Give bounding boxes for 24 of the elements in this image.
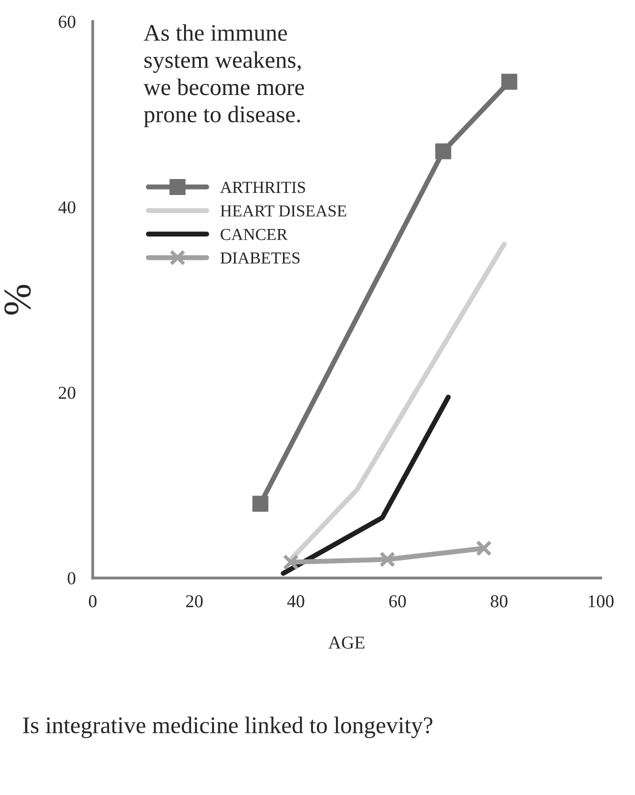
y-tick-label: 0 — [68, 572, 76, 584]
point — [476, 540, 492, 556]
x-tick-label: 80 — [490, 595, 508, 608]
y-tick-label: 20 — [58, 386, 76, 399]
point — [282, 554, 299, 570]
legend-label: ARTHRITIS — [220, 182, 306, 193]
y-axis-title: % — [4, 284, 31, 315]
legend-label: CANCER — [220, 228, 288, 240]
y-tick-label: 40 — [58, 201, 76, 214]
x-tick-label: 60 — [389, 595, 406, 608]
point — [435, 143, 452, 160]
point — [379, 551, 396, 568]
point — [501, 74, 518, 90]
x-tick-label: 0 — [88, 595, 97, 608]
legend-label: DIABETES — [220, 252, 300, 264]
x-tick-label: 100 — [588, 595, 614, 608]
y-tick-label: 60 — [58, 16, 76, 28]
x-tick-label: 40 — [287, 595, 304, 608]
x-axis-title: AGE — [328, 636, 364, 649]
legend-label: HEART DISEASE — [220, 205, 346, 217]
point — [252, 496, 268, 512]
annotation: As the immune system weakens, we become more prone to disease. — [144, 24, 304, 128]
text: Is integrative medicine linked to longevity? — [23, 716, 432, 738]
x-tick-label: 20 — [186, 595, 203, 608]
